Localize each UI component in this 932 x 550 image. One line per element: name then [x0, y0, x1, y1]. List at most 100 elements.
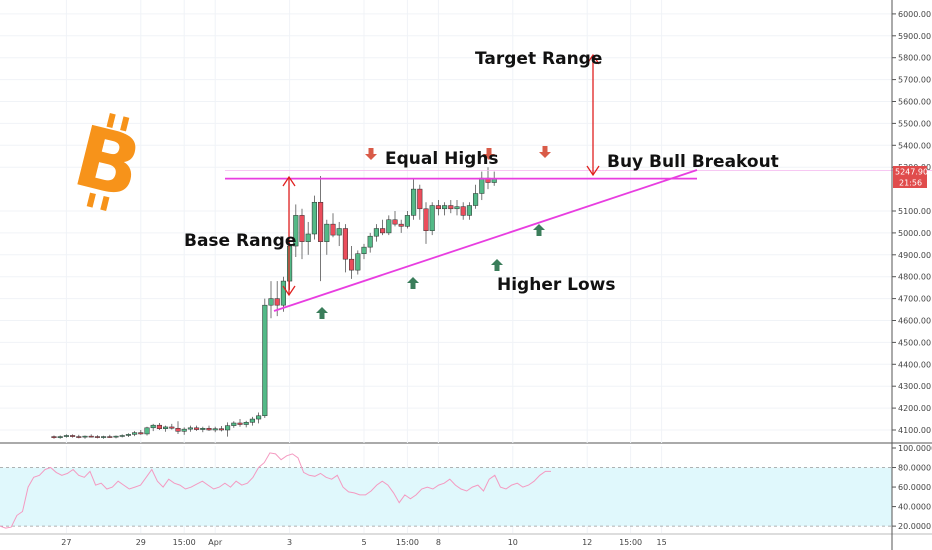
candle-body	[138, 432, 144, 435]
countdown-badge: 21:56	[893, 177, 927, 188]
price-tick-label: 4900.00	[898, 251, 931, 260]
candle	[367, 232, 373, 253]
candle	[386, 215, 392, 236]
candle-body	[367, 235, 373, 248]
candle	[206, 425, 212, 431]
candle	[411, 178, 417, 220]
candle	[150, 423, 156, 432]
range-arrow-head-bottom	[586, 165, 600, 177]
drawings	[225, 53, 932, 319]
annotation-equal-highs: Equal Highs	[385, 149, 499, 169]
candle-body	[479, 177, 485, 194]
candle	[299, 208, 305, 260]
candle-body	[417, 188, 423, 210]
price-tick-label: 4700.00	[898, 295, 931, 304]
candle	[262, 298, 268, 418]
candle-body	[82, 435, 88, 438]
candle	[138, 430, 144, 435]
arrow-stem	[542, 146, 548, 152]
candle-body	[442, 205, 448, 210]
candle-body	[237, 422, 243, 425]
candle-body	[57, 436, 63, 438]
candle-body	[218, 428, 224, 431]
higher-low-up-arrow-icon	[407, 277, 419, 289]
candle-body	[181, 428, 187, 432]
candle	[243, 420, 249, 428]
grid	[0, 0, 892, 533]
candle	[200, 426, 206, 433]
arrow-head	[407, 277, 419, 283]
candle-body	[243, 422, 249, 425]
candle	[237, 419, 243, 427]
arrow-stem	[486, 148, 492, 154]
price-tick-label: 5900.00	[898, 32, 931, 41]
candle	[231, 421, 237, 428]
candle-body	[200, 427, 206, 430]
oscillator-line	[0, 452, 551, 529]
candle	[311, 195, 317, 240]
range-arrow-head-top	[586, 53, 600, 65]
time-tick-label: 27	[61, 538, 71, 547]
candle-body	[268, 298, 274, 306]
axes: 6000.00 5900.00 5800.00 5700.00 5600.00 5500.…	[61, 0, 932, 550]
oscillator-pane	[0, 452, 892, 529]
candle-body	[398, 223, 404, 227]
candle	[88, 434, 94, 438]
candle	[417, 184, 423, 220]
candle	[479, 171, 485, 201]
candle-body	[423, 208, 429, 231]
candle-body	[88, 435, 94, 438]
candle-body	[144, 427, 150, 435]
candle	[125, 433, 131, 438]
candle	[473, 184, 479, 209]
time-tick-label: 10	[508, 538, 518, 547]
candle-body	[280, 280, 286, 306]
candle-body	[225, 425, 231, 431]
candle	[460, 202, 466, 220]
price-tick-label: 4300.00	[898, 382, 931, 391]
equal-high-down-arrow-icon	[365, 148, 377, 160]
candle-body	[156, 424, 162, 429]
candle-body	[429, 205, 435, 231]
arrow-head	[539, 152, 551, 158]
candle-body	[94, 436, 100, 438]
price-tick-label: 5800.00	[898, 54, 931, 63]
countdown-label: 21:56	[899, 179, 922, 188]
candle	[380, 219, 386, 236]
time-tick-label: 8	[436, 538, 441, 547]
time-tick-label: 15:00	[396, 538, 419, 547]
candle	[423, 202, 429, 244]
candle	[212, 426, 218, 433]
candle-body	[411, 188, 417, 216]
osc-tick-label: 60.0000	[898, 483, 931, 492]
time-tick-label: 15:00	[619, 538, 642, 547]
candle	[57, 435, 63, 439]
candle-body	[336, 228, 342, 236]
osc-tick-label: 80.0000	[898, 464, 931, 473]
arrow-head	[316, 307, 328, 313]
candle-body	[311, 201, 317, 235]
price-tick-label: 5400.00	[898, 141, 931, 150]
candle	[280, 276, 286, 312]
candle-body	[194, 427, 200, 430]
candle	[107, 434, 113, 438]
candle-body	[373, 228, 379, 237]
candle-body	[361, 246, 367, 254]
osc-tick-label: 40.0000	[898, 503, 931, 512]
candle	[324, 219, 330, 255]
price-tick-label: 4600.00	[898, 317, 931, 326]
candle-body	[293, 215, 299, 247]
arrow-stem	[410, 283, 416, 289]
candle	[249, 416, 255, 426]
candle	[336, 221, 342, 247]
price-tick-label: 6000.00	[898, 10, 931, 19]
candle	[163, 425, 169, 432]
candle	[404, 211, 410, 229]
candle-body	[454, 206, 460, 210]
candle	[156, 422, 162, 430]
candle	[113, 435, 119, 439]
rising-trendline	[273, 169, 698, 312]
annotation-buy-bull-breakout: Buy Bull Breakout	[607, 152, 779, 172]
annotation-base-range: Base Range	[184, 231, 296, 251]
osc-tick-label: 20.0000	[898, 522, 931, 531]
